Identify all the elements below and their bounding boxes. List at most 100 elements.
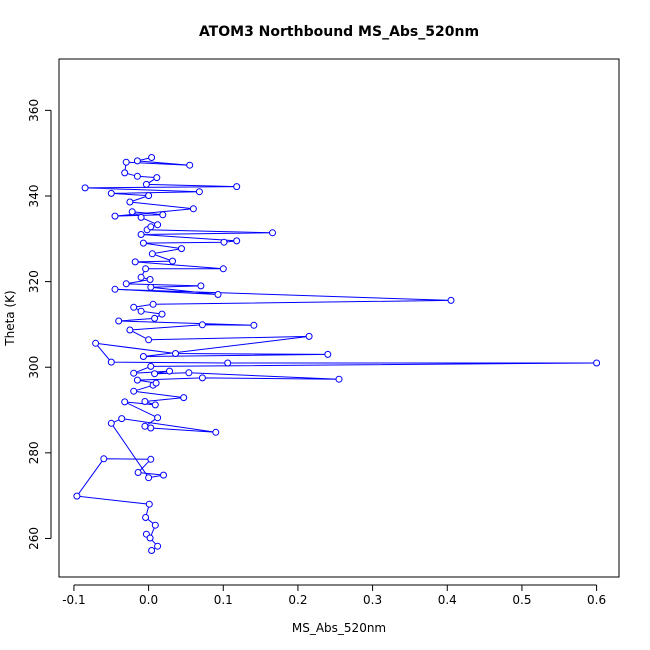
y-axis: 260 280 300 320 340 360 [27, 99, 52, 550]
x-tick-label: 0.0 [139, 593, 158, 607]
y-tick-label: 260 [27, 527, 41, 550]
data-point [212, 428, 220, 436]
data-point [324, 350, 332, 358]
x-tick-label: 0.6 [587, 593, 606, 607]
data-point [107, 419, 115, 427]
data-point [147, 424, 155, 432]
y-tick-label: 360 [27, 99, 41, 122]
data-point [122, 158, 130, 166]
y-tick-label: 340 [27, 185, 41, 208]
data-point [147, 283, 155, 291]
data-point [148, 154, 156, 161]
data-point [146, 276, 154, 283]
x-tick-label: 0.5 [512, 593, 531, 607]
data-point [130, 387, 138, 395]
data-point [142, 265, 150, 273]
data-point [81, 184, 89, 192]
y-tick-label: 300 [27, 356, 41, 379]
data-point [160, 471, 167, 479]
data-point [141, 422, 149, 430]
x-axis-label: MS_Abs_520nm [292, 621, 386, 635]
y-tick-label: 280 [27, 441, 41, 464]
data-point [152, 379, 160, 387]
data-point [146, 534, 154, 542]
data-point [137, 213, 145, 221]
data-point [148, 547, 156, 554]
data-point [133, 172, 141, 180]
data-point [147, 362, 155, 370]
data-point [107, 189, 115, 197]
x-tick-label: 0.3 [363, 593, 382, 607]
data-point [130, 303, 138, 311]
data-point [159, 211, 167, 219]
x-tick-label: 0.1 [214, 593, 233, 607]
data-point [151, 401, 159, 409]
data-point [126, 198, 134, 206]
data-point [130, 369, 138, 377]
data-point [220, 238, 228, 246]
data-point [149, 300, 157, 308]
data-point [154, 221, 162, 229]
data-point [166, 367, 173, 375]
series-line [75, 157, 597, 551]
data-point [121, 169, 129, 177]
data-point [133, 376, 141, 384]
data-point [233, 183, 241, 191]
data-point [145, 474, 153, 482]
data-point [186, 161, 194, 169]
data-point [305, 332, 313, 340]
data-point [198, 374, 206, 382]
data-point [447, 296, 455, 304]
data-point [269, 229, 276, 237]
plot-frame [58, 58, 620, 578]
data-point [195, 188, 203, 196]
data-point [151, 521, 159, 529]
data-point [185, 369, 193, 377]
data-point [137, 273, 145, 281]
data-point [137, 307, 145, 315]
data-point [147, 455, 155, 463]
data-point [250, 321, 258, 329]
data-point [335, 375, 343, 383]
data-point [100, 455, 108, 463]
data-point [158, 310, 166, 318]
plot-area [73, 154, 601, 554]
data-point [219, 265, 227, 273]
data-point [197, 282, 205, 290]
data-point [147, 223, 155, 231]
data-point [180, 394, 188, 402]
data-point [154, 414, 162, 422]
data-point [139, 353, 147, 360]
data-point [92, 339, 100, 347]
data-point [115, 317, 123, 325]
data-point [126, 326, 134, 334]
x-axis: -0.1 0.0 0.1 0.2 0.3 0.4 0.5 0.6 [62, 584, 606, 607]
data-point [122, 280, 130, 288]
data-point [233, 237, 241, 245]
data-point [145, 500, 153, 508]
data-point [121, 398, 129, 406]
x-tick-label: 0.2 [288, 593, 307, 607]
data-point [169, 257, 176, 265]
data-point [148, 250, 156, 258]
data-point [172, 350, 179, 357]
data-point [134, 469, 142, 476]
data-point [178, 245, 185, 253]
data-point [189, 205, 197, 213]
data-point [145, 192, 153, 200]
data-point [118, 415, 126, 423]
data-point [142, 180, 150, 188]
data-point [153, 174, 161, 182]
y-axis-label: Theta (K) [3, 290, 17, 346]
data-point [151, 314, 159, 322]
data-point [593, 359, 601, 367]
data-point [73, 492, 81, 500]
y-tick-label: 320 [27, 270, 41, 293]
data-point [198, 321, 206, 329]
data-point [224, 359, 232, 367]
data-point [151, 370, 159, 378]
data-point [111, 212, 119, 220]
data-point [142, 514, 150, 521]
data-point [145, 336, 153, 344]
